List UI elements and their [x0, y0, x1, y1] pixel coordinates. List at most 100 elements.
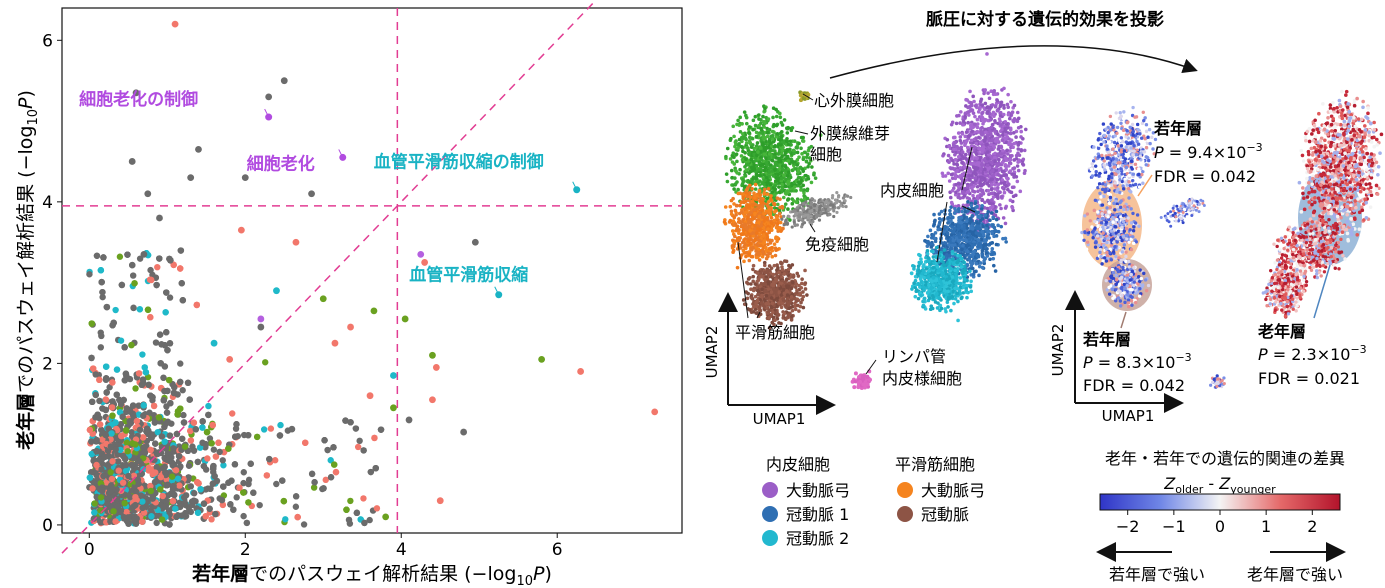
scatter-point — [354, 443, 362, 451]
cell-point — [747, 252, 752, 256]
cell-point — [762, 109, 766, 114]
cell-point — [739, 210, 744, 214]
cell-point — [841, 196, 846, 200]
scatter-point — [159, 492, 166, 500]
cell-point — [795, 271, 800, 276]
cell-point — [782, 311, 787, 316]
scatter-point — [330, 444, 337, 451]
cell-point — [799, 135, 804, 140]
scatter-point — [240, 469, 247, 476]
cell-point — [771, 115, 775, 120]
cell-point — [783, 317, 788, 322]
cell-point — [751, 288, 756, 293]
scatter-point — [345, 516, 353, 524]
cell-point — [757, 277, 761, 281]
cell-point — [801, 201, 805, 206]
cell-point — [789, 286, 794, 291]
scatter-point — [232, 433, 239, 440]
cell-point — [781, 284, 786, 288]
scatter-point — [163, 329, 170, 336]
y-tick-label: 6 — [42, 31, 53, 51]
scatter-point — [175, 452, 183, 460]
cell-point — [772, 210, 777, 214]
cell-point — [767, 139, 772, 144]
cell-point — [803, 281, 808, 285]
cell-point — [795, 150, 800, 155]
cell-point — [759, 301, 764, 305]
cell-point — [734, 152, 739, 156]
scatter-point — [112, 419, 119, 426]
cell-point — [801, 208, 805, 212]
scatter-point — [139, 504, 146, 512]
cell-point — [728, 218, 733, 223]
scatter-point — [109, 322, 116, 329]
cell-point — [832, 214, 836, 219]
scatter-point — [121, 344, 128, 351]
scatter-point — [92, 391, 99, 399]
cell-point — [865, 374, 870, 379]
scatter-point — [147, 487, 155, 495]
cell-point — [801, 169, 806, 173]
scatter-point — [109, 379, 116, 386]
cell-point — [770, 238, 774, 243]
scatter-point — [197, 485, 204, 493]
cell-point — [791, 275, 796, 279]
scatter-point — [89, 485, 96, 492]
cell-point — [831, 194, 835, 198]
cell-point — [800, 297, 804, 302]
cell-point — [798, 291, 803, 296]
cell-point — [749, 169, 754, 173]
cell-point — [736, 146, 740, 150]
scatter-point — [157, 473, 165, 481]
scatter-point — [154, 428, 161, 436]
cell-point — [778, 111, 782, 116]
cell-point — [760, 131, 765, 136]
scatter-point — [103, 303, 111, 311]
cell-point — [796, 180, 801, 185]
scatter-point — [118, 281, 126, 289]
cell-point — [860, 374, 865, 379]
cell-point — [773, 253, 778, 258]
cell-point — [722, 220, 727, 224]
scatter-point — [109, 412, 116, 419]
scatter-point — [174, 475, 182, 482]
scatter-point — [265, 93, 273, 101]
cell-point — [772, 130, 776, 134]
cell-point — [767, 152, 772, 156]
scatter-point — [280, 77, 288, 85]
scatter-point — [176, 265, 184, 272]
scatter-point — [177, 360, 184, 367]
cell-point — [773, 161, 778, 165]
scatter-point — [112, 306, 119, 314]
scatter-point — [160, 397, 167, 404]
cell-point — [732, 187, 736, 191]
scatter-point — [417, 250, 425, 258]
scatter-point — [138, 518, 146, 525]
scatter-point — [257, 323, 265, 331]
scatter-point — [116, 253, 124, 260]
cell-point — [760, 254, 765, 259]
cell-point — [773, 184, 778, 188]
cell-point — [792, 185, 797, 189]
scatter-point — [157, 486, 164, 493]
scatter-point — [225, 479, 232, 486]
scatter-point — [113, 366, 121, 373]
scatter-point — [93, 448, 101, 455]
cell-point — [744, 210, 748, 215]
cell-point — [760, 141, 765, 145]
scatter-point — [187, 437, 195, 444]
cell-point — [795, 290, 799, 295]
cell-point — [732, 215, 737, 220]
cell-point — [749, 296, 754, 300]
scatter-point — [139, 498, 146, 505]
cell-point — [750, 187, 754, 191]
cell-point — [750, 136, 755, 141]
cell-point — [815, 213, 819, 217]
scatter-point — [89, 365, 97, 372]
scatter-point — [185, 462, 193, 469]
cell-point — [762, 305, 766, 309]
cell-point — [804, 159, 809, 163]
cell-point — [747, 130, 752, 135]
cell-point — [742, 259, 746, 264]
